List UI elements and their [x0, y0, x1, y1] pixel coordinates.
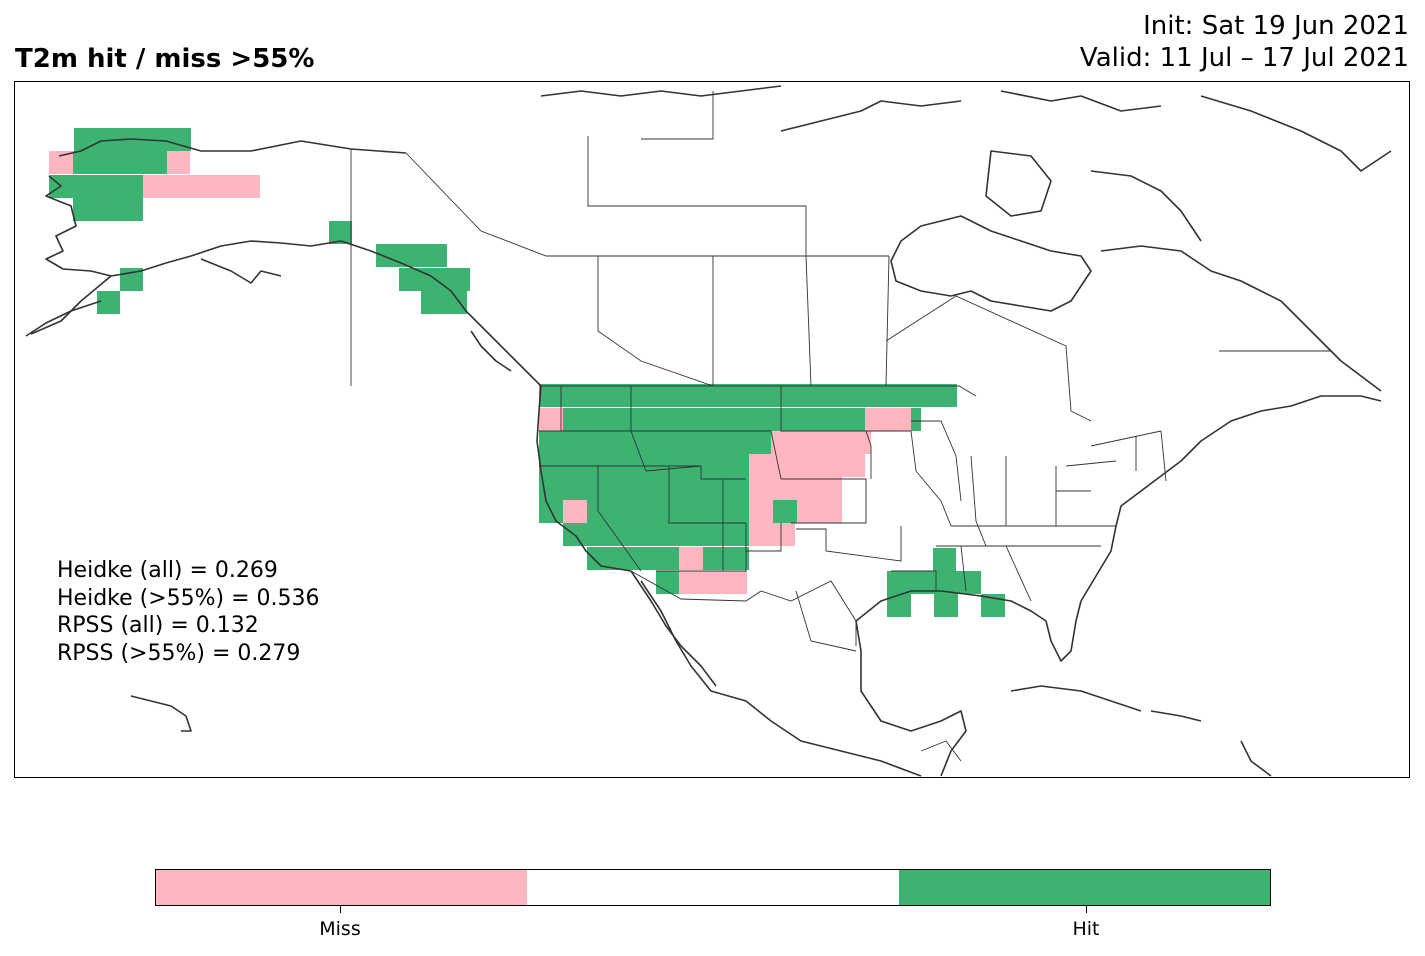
hit-cell — [933, 548, 956, 571]
miss-cell — [563, 500, 587, 523]
miss-cell — [797, 500, 842, 523]
map-canvas — [25, 85, 1392, 777]
hit-cell — [911, 408, 921, 431]
hit-cell — [703, 547, 749, 570]
miss-cell — [167, 151, 190, 174]
hit-cell — [934, 594, 958, 617]
init-date: Init: Sat 19 Jun 2021 — [1143, 11, 1409, 41]
miss-cell — [749, 500, 773, 523]
hit-cell — [656, 571, 679, 594]
hit-cell — [376, 244, 447, 267]
state-borders — [350, 91, 1331, 762]
hit-cell — [563, 408, 865, 431]
colorbar-label-hit: Hit — [1072, 918, 1100, 940]
heidke-all-score: Heidke (all) = 0.269 — [57, 558, 278, 583]
miss-cell — [771, 431, 871, 454]
colorbar-label-miss: Miss — [319, 918, 361, 940]
heidke-55-score: Heidke (>55%) = 0.536 — [57, 585, 320, 611]
colorbar — [155, 869, 1271, 906]
hit-cell — [587, 500, 749, 523]
hit-cell — [539, 384, 957, 407]
coastlines — [25, 85, 1392, 777]
hit-cell — [539, 431, 771, 454]
miss-cell — [49, 151, 73, 174]
colorbar-hit-segment — [898, 870, 1270, 905]
miss-cell — [749, 477, 842, 500]
hit-cell — [73, 198, 143, 221]
map-dates: Init: Sat 19 Jun 2021 Valid: 11 Jul – 17… — [1080, 10, 1409, 74]
hit-cell — [73, 151, 167, 174]
miss-cell — [679, 571, 747, 594]
rpss-55-score: RPSS (>55%) = 0.279 — [57, 640, 301, 666]
hit-cell — [329, 221, 352, 244]
hit-cell — [773, 500, 797, 523]
hit-cell — [887, 594, 911, 617]
colorbar-tick-miss — [340, 906, 341, 913]
grid-cells — [49, 128, 1005, 617]
miss-cell — [865, 408, 911, 431]
map-title: T2m hit / miss >55% — [15, 44, 315, 74]
hit-cell — [97, 291, 120, 314]
colorbar-miss-segment — [156, 870, 528, 905]
colorbar-neutral-segment — [527, 870, 899, 905]
miss-cell — [749, 523, 795, 546]
hit-cell — [887, 571, 981, 594]
hit-cell — [49, 175, 143, 198]
miss-cell — [539, 408, 563, 431]
hit-cell — [587, 523, 749, 546]
rpss-all-score: RPSS (all) = 0.132 — [57, 613, 259, 638]
miss-cell — [143, 175, 260, 198]
valid-date: Valid: 11 Jul – 17 Jul 2021 — [1079, 43, 1409, 73]
hit-cell — [587, 547, 679, 570]
map-panel — [14, 81, 1410, 778]
colorbar-tick-hit — [1086, 906, 1087, 913]
hit-cell — [539, 477, 749, 500]
miss-cell — [749, 454, 865, 477]
skill-scores: Heidke (all) = 0.269 Heidke (>55%) = 0.5… — [57, 557, 320, 667]
miss-cell — [679, 547, 703, 570]
